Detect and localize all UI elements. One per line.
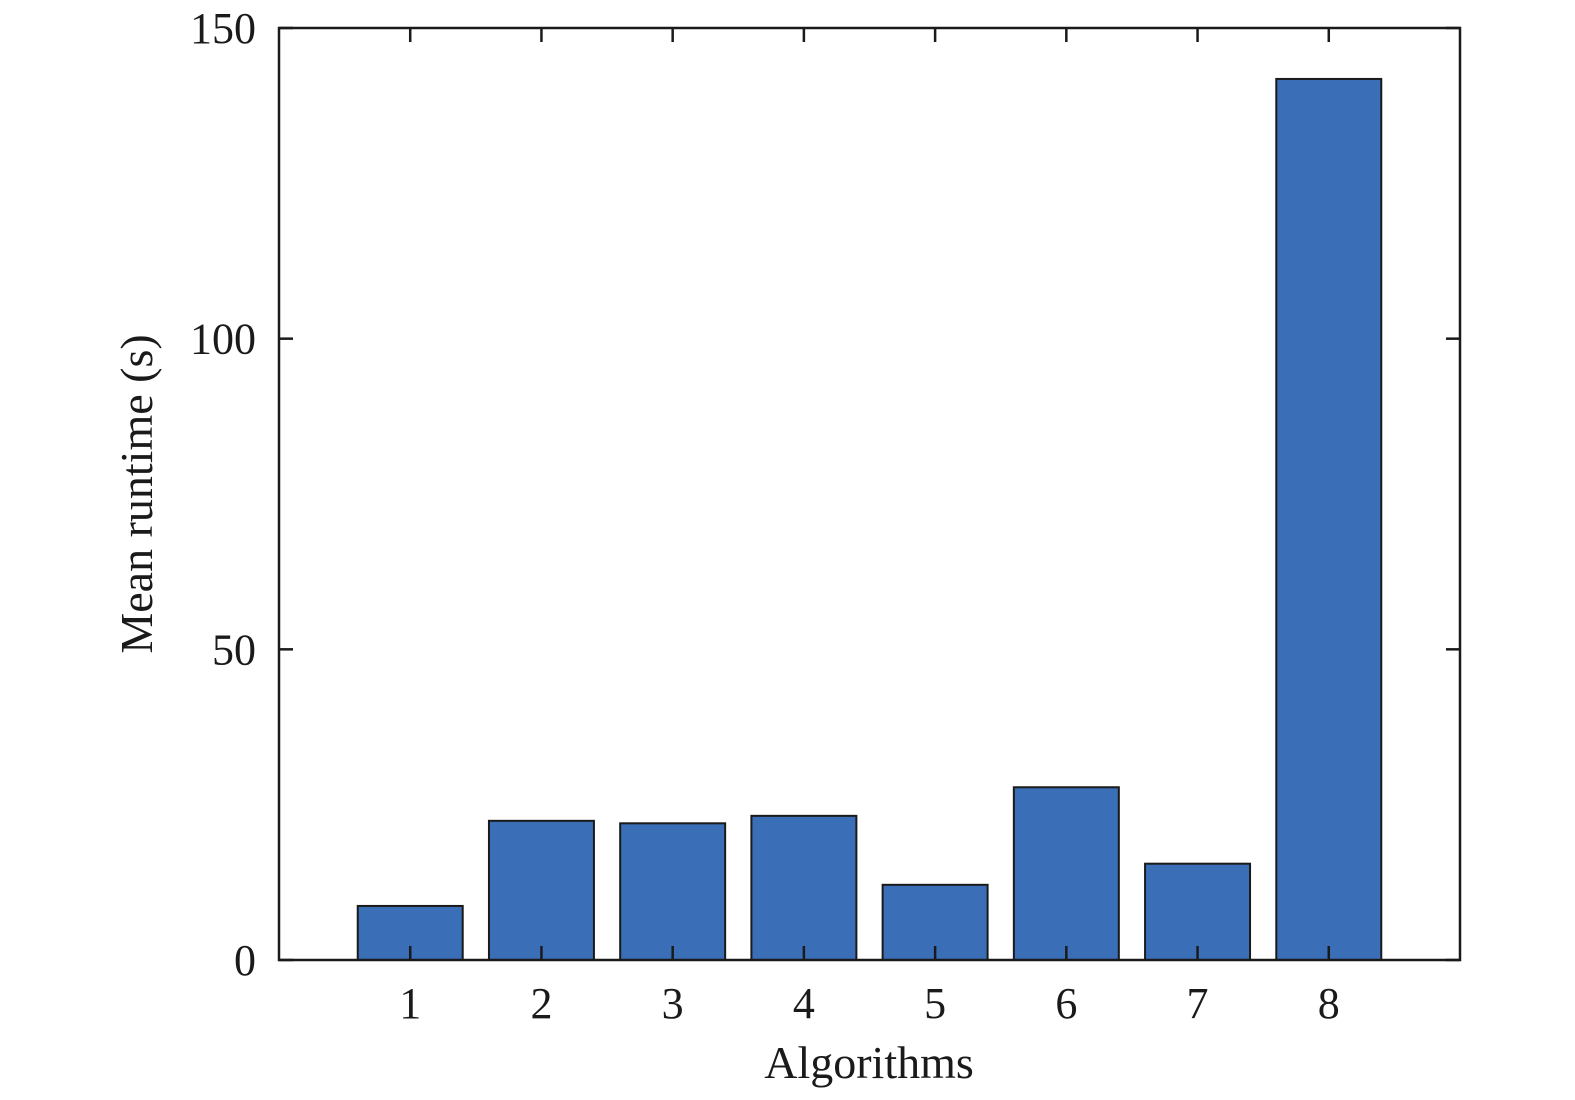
x-axis-title: Algorithms: [764, 1037, 974, 1088]
y-tick-label-150: 150: [190, 4, 256, 53]
y-tick-label-100: 100: [190, 315, 256, 364]
x-tick-label-2: 2: [530, 979, 552, 1028]
y-tick-label-50: 50: [212, 625, 256, 674]
bar-6: [1012, 786, 1120, 962]
y-axis-title: Mean runtime (s): [111, 334, 162, 653]
bar-4: [750, 814, 858, 961]
x-tick-label-1: 1: [399, 979, 421, 1028]
x-tick-label-7: 7: [1187, 979, 1209, 1028]
x-tick-label-3: 3: [662, 979, 684, 1028]
y-tick-label-0: 0: [234, 936, 256, 985]
bar-7: [1144, 862, 1252, 962]
plot-background: [279, 28, 1460, 960]
plot-frame: [277, 26, 1462, 962]
x-tick-label-5: 5: [924, 979, 946, 1028]
bar-8: [1275, 77, 1383, 961]
bar-3: [619, 822, 727, 961]
x-tick-label-6: 6: [1055, 979, 1077, 1028]
bars-group: [356, 77, 1383, 962]
y-tick-labels: 0 50 100 150: [190, 4, 256, 985]
bar-2: [487, 819, 595, 962]
x-tick-label-8: 8: [1318, 979, 1340, 1028]
x-tick-labels: 1 2 3 4 5 6 7 8: [399, 979, 1340, 1028]
x-tick-label-4: 4: [793, 979, 815, 1028]
